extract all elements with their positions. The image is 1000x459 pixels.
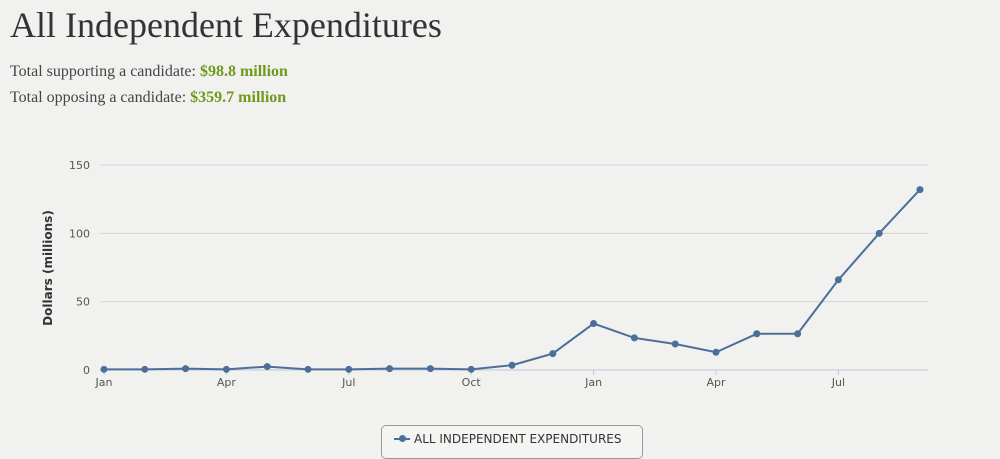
data-point — [263, 363, 271, 371]
x-tick-label: Jul — [831, 376, 845, 389]
total-opposing: Total opposing a candidate: $359.7 milli… — [10, 89, 286, 107]
data-point — [426, 365, 434, 373]
y-axis-label: Dollars (millions) — [41, 210, 55, 326]
x-tick-label: Oct — [462, 376, 482, 389]
data-point — [834, 276, 842, 284]
data-point — [304, 365, 312, 373]
legend-item[interactable]: ALL INDEPENDENT EXPENDITURES — [381, 425, 643, 459]
stat-label: Total opposing a candidate: — [10, 89, 187, 106]
data-point — [182, 365, 190, 373]
data-point — [508, 361, 516, 369]
data-point — [630, 334, 638, 342]
data-point — [916, 186, 924, 194]
data-point — [467, 365, 475, 373]
data-point — [100, 365, 108, 373]
x-tick-label: Apr — [706, 376, 726, 389]
legend-label: ALL INDEPENDENT EXPENDITURES — [414, 432, 622, 446]
series-line — [104, 188, 921, 371]
y-tick-label: 100 — [69, 227, 90, 240]
data-point — [794, 330, 802, 338]
data-point — [345, 365, 353, 373]
y-tick-label: 150 — [69, 159, 90, 172]
data-point — [753, 330, 761, 338]
data-point — [712, 348, 720, 356]
y-tick-label: 0 — [83, 364, 90, 377]
total-supporting: Total supporting a candidate: $98.8 mill… — [10, 63, 288, 81]
data-point — [222, 365, 230, 373]
x-tick-label: Apr — [217, 376, 237, 389]
stat-label: Total supporting a candidate: — [10, 63, 196, 80]
legend-marker-icon — [399, 435, 406, 442]
data-point — [875, 229, 883, 237]
x-tick-label: Jan — [95, 376, 113, 389]
y-tick-label: 50 — [76, 296, 90, 309]
stat-value: $359.7 million — [190, 89, 287, 106]
stat-value: $98.8 million — [199, 63, 288, 80]
data-point — [671, 340, 679, 348]
data-point — [141, 365, 149, 373]
data-point — [549, 350, 557, 358]
x-tick-label: Jan — [584, 376, 602, 389]
page-title: All Independent Expenditures — [10, 5, 442, 45]
data-point — [386, 365, 394, 373]
data-point — [590, 320, 598, 328]
x-tick-label: Jul — [341, 376, 355, 389]
